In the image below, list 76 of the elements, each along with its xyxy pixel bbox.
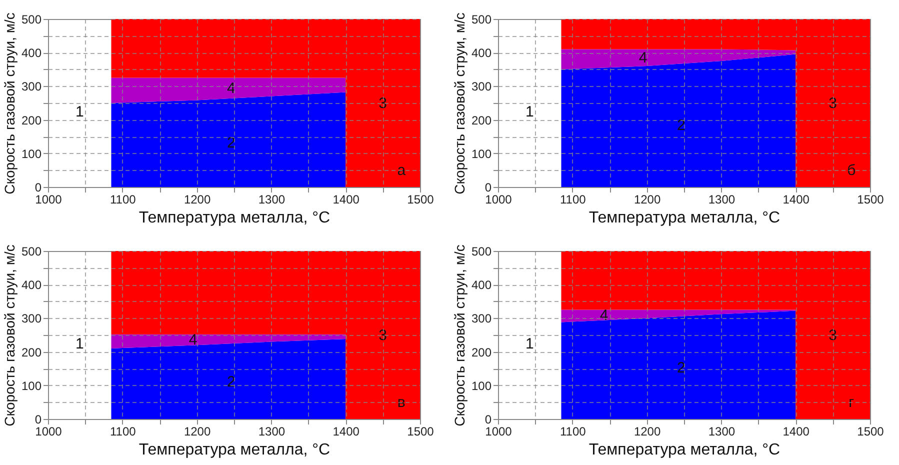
x-tick-label: 1100	[110, 424, 136, 438]
y-tick-label: 400	[21, 278, 42, 292]
y-tick-label: 100	[21, 378, 42, 393]
annotation: б	[847, 162, 856, 180]
y-tick-label: 300	[471, 80, 492, 94]
y-tick-label: 400	[471, 46, 492, 60]
x-tick-label: 1400	[782, 424, 810, 438]
y-tick-label: 500	[21, 12, 42, 26]
y-tick-label: 400	[471, 278, 492, 292]
x-axis-title: Температура металла, °C	[588, 442, 780, 458]
x-tick-label: 1200	[184, 192, 211, 206]
y-tick-label: 500	[471, 12, 492, 26]
x-axis-title: Температура металла, °C	[138, 442, 330, 458]
annotation: 1	[525, 103, 534, 120]
series-label: 3	[378, 327, 387, 344]
y-tick-label: 0	[484, 412, 492, 426]
x-tick-label: 1300	[708, 424, 736, 438]
x-tick-label: 1300	[708, 192, 736, 206]
y-axis-title: Скорость газовой струи, м/с	[451, 244, 468, 426]
x-axis-title: Температура металла, °C	[138, 210, 330, 226]
x-tick-label: 1400	[782, 192, 810, 206]
y-tick-label: 100	[471, 146, 492, 161]
y-tick-label: 400	[21, 46, 42, 60]
series-label: 3	[828, 95, 837, 112]
x-tick-label: 1000	[485, 192, 512, 206]
y-tick-label: 100	[21, 146, 42, 161]
series-label: 4	[227, 80, 236, 97]
y-tick-label: 0	[34, 412, 42, 426]
x-tick-label: 1400	[332, 424, 360, 438]
y-axis-title: Скорость газовой струи, м/с	[1, 244, 18, 426]
x-tick-label: 1100	[560, 192, 586, 206]
x-tick-label: 1200	[634, 424, 661, 438]
x-tick-label: 1500	[857, 424, 884, 438]
series-label: 4	[188, 332, 198, 349]
series-label: 2	[677, 360, 686, 377]
annotation: 1	[75, 335, 84, 352]
annotation: 1	[75, 103, 84, 120]
x-tick-label: 1300	[258, 424, 286, 438]
x-axis-title: Температура металла, °C	[588, 210, 780, 226]
series-label: 2	[677, 116, 686, 134]
y-tick-label: 0	[34, 180, 42, 194]
y-tick-label: 300	[471, 312, 492, 326]
annotation: в	[397, 394, 406, 412]
series-label: 4	[600, 307, 608, 324]
series-label: 4	[638, 49, 648, 66]
y-tick-label: 200	[21, 345, 42, 360]
annotation: 1	[525, 335, 534, 352]
x-tick-label: 1000	[35, 424, 62, 438]
y-tick-label: 500	[471, 244, 492, 258]
y-tick-label: 200	[471, 345, 492, 360]
annotation: г	[848, 394, 855, 412]
series-label: 2	[227, 134, 236, 152]
y-tick-label: 200	[21, 113, 42, 128]
x-tick-label: 1500	[407, 192, 434, 206]
x-tick-label: 1100	[110, 192, 136, 206]
series-label: 3	[828, 327, 837, 344]
x-tick-label: 1000	[35, 192, 62, 206]
x-tick-label: 1500	[857, 192, 884, 206]
x-tick-label: 1000	[485, 424, 512, 438]
x-tick-label: 1200	[634, 192, 661, 206]
y-tick-label: 500	[21, 244, 42, 258]
x-tick-label: 1300	[258, 192, 286, 206]
x-tick-label: 1200	[184, 424, 211, 438]
series-label: 3	[378, 95, 387, 112]
y-tick-label: 200	[471, 113, 492, 128]
annotation: а	[397, 162, 406, 180]
y-axis-title: Скорость газовой струи, м/с	[451, 12, 468, 194]
y-tick-label: 100	[471, 378, 492, 393]
y-tick-label: 300	[21, 80, 42, 94]
y-axis-title: Скорость газовой струи, м/с	[1, 12, 18, 194]
series-label: 2	[227, 373, 236, 390]
y-tick-label: 300	[21, 312, 42, 326]
y-tick-label: 0	[484, 180, 492, 194]
x-tick-label: 1400	[332, 192, 360, 206]
x-tick-label: 1100	[560, 424, 586, 438]
x-tick-label: 1500	[407, 424, 434, 438]
